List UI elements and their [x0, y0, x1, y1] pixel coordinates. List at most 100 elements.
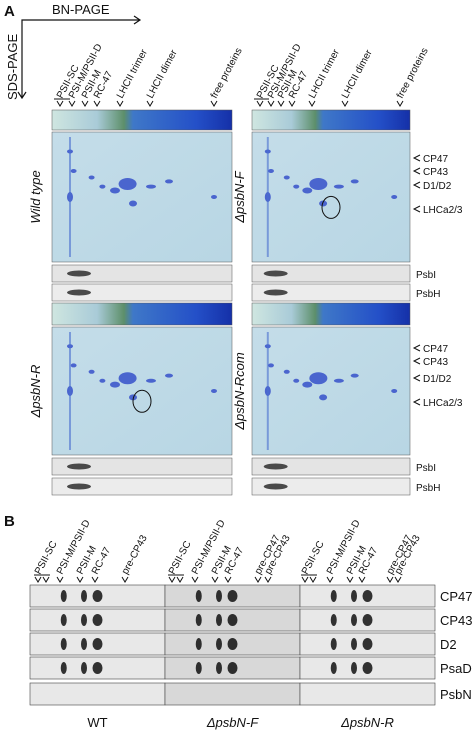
band [216, 638, 222, 650]
band [351, 662, 357, 674]
color-strip [251, 302, 411, 326]
spot [302, 381, 313, 388]
arrowhead [346, 576, 354, 583]
band [92, 614, 103, 626]
lane-label: LHCII dimer [340, 48, 375, 101]
protein-label: D1/D2 [423, 374, 452, 385]
protein-label: CP47 [423, 344, 448, 355]
protein-label: CP47 [423, 154, 448, 165]
band [351, 614, 357, 626]
group-label: ΔpsbN-F [206, 715, 259, 730]
blot-label: PsbI [416, 270, 436, 281]
spot [110, 381, 120, 388]
spot [99, 378, 106, 383]
band [330, 638, 337, 650]
arrowhead [34, 576, 42, 583]
band [81, 590, 87, 602]
pointer [412, 181, 421, 189]
spot [333, 378, 344, 383]
spot [391, 195, 398, 199]
protein-label: LHCa2/3 [423, 205, 463, 216]
arrowhead [396, 100, 404, 107]
arrowhead [176, 576, 184, 583]
spot [283, 369, 290, 374]
gel [51, 326, 233, 456]
axis-arrows [17, 15, 142, 100]
spot [350, 179, 359, 184]
band [263, 289, 288, 296]
pointer [412, 357, 421, 365]
spot [165, 373, 173, 378]
arrowhead [211, 576, 219, 583]
spot [129, 394, 137, 401]
band [60, 662, 67, 674]
spot [211, 195, 217, 199]
row-label: PsbN [440, 687, 472, 702]
spot [391, 389, 398, 393]
axis-label: SDS-PAGE [5, 33, 20, 100]
spot [283, 175, 290, 180]
row-label: CP43 [440, 613, 473, 628]
spot [129, 200, 137, 207]
arrowhead [68, 100, 76, 107]
arrowhead [254, 576, 262, 583]
band [92, 638, 103, 650]
spot [146, 184, 156, 189]
blot [251, 457, 411, 476]
lane-label: free proteins [209, 46, 245, 100]
arrowhead [267, 100, 275, 107]
band [67, 463, 91, 470]
band [195, 590, 202, 602]
arrowhead [308, 100, 316, 107]
lane-label: LHCII trimer [307, 47, 342, 100]
band [227, 662, 238, 674]
pointer [412, 344, 421, 352]
circle-mark [132, 389, 152, 413]
arrowhead [386, 576, 394, 583]
spot [267, 363, 274, 368]
blot [51, 477, 233, 496]
arrowhead [91, 576, 99, 583]
protein-label: LHCa2/3 [423, 398, 463, 409]
spot [70, 363, 77, 368]
arrowhead [121, 576, 129, 583]
panel-label: B [4, 513, 15, 530]
arrowhead [116, 100, 124, 107]
band [227, 638, 238, 650]
arrowhead [358, 576, 366, 583]
spot [165, 179, 173, 184]
pointer [412, 398, 421, 406]
protein-label: CP43 [423, 357, 448, 368]
band [216, 614, 222, 626]
protein-label: CP43 [423, 167, 448, 178]
color-strip [51, 302, 233, 326]
band [216, 662, 222, 674]
circle-mark [321, 195, 341, 219]
band [92, 590, 103, 602]
spot [319, 394, 328, 401]
blot [51, 457, 233, 476]
band [81, 614, 87, 626]
arrowhead [224, 576, 232, 583]
blot [299, 682, 436, 706]
lane-label: LHCII dimer [145, 48, 180, 101]
group-label: WT [87, 715, 107, 730]
spot [146, 378, 156, 383]
spot [293, 378, 300, 383]
panel-label: A [4, 3, 15, 20]
spot [309, 372, 328, 385]
band [81, 638, 87, 650]
spot [110, 187, 120, 194]
band [67, 289, 91, 296]
band [60, 638, 67, 650]
gel [251, 326, 411, 456]
arrowhead [256, 100, 264, 107]
blot-label: PsbH [416, 483, 440, 494]
band [263, 463, 288, 470]
protein-label: D1/D2 [423, 181, 452, 192]
arrowhead [341, 100, 349, 107]
arrowhead [146, 100, 154, 107]
arrowhead [309, 576, 317, 583]
blot [29, 682, 166, 706]
